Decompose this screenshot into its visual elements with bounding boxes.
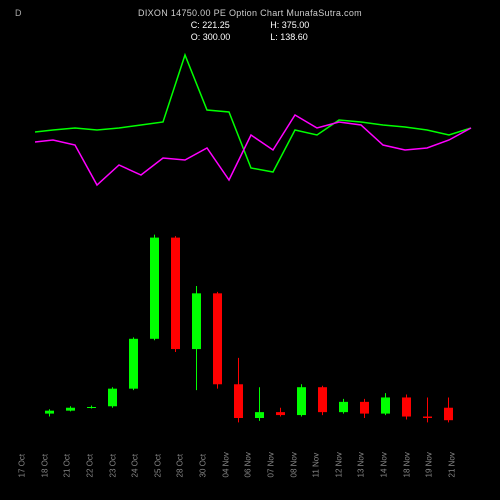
chart-header: DIXON 14750.00 PE Option Chart MunafaSut… (0, 8, 500, 20)
close-row: C: 221.25 (191, 20, 231, 30)
chart-area (35, 50, 475, 450)
l-label: L: (270, 32, 278, 42)
chart-title: DIXON 14750.00 PE Option Chart MunafaSut… (0, 8, 500, 18)
indicator-chart (35, 50, 475, 210)
open-row: O: 300.00 (191, 32, 231, 42)
h-label: H: (270, 20, 279, 30)
x-axis-labels: 17 Oct18 Oct21 Oct22 Oct23 Oct24 Oct25 O… (35, 450, 475, 495)
o-label: O: (191, 32, 201, 42)
high-row: H: 375.00 (270, 20, 309, 30)
ohlc-display: C: 221.25 O: 300.00 H: 375.00 L: 138.60 (0, 20, 500, 42)
candlestick-chart (35, 220, 475, 440)
low-row: L: 138.60 (270, 32, 309, 42)
c-value: 221.25 (202, 20, 230, 30)
c-label: C: (191, 20, 200, 30)
x-axis-label: 21 Nov (447, 468, 492, 478)
ohlc-col-2: H: 375.00 L: 138.60 (270, 20, 309, 42)
h-value: 375.00 (282, 20, 310, 30)
o-value: 300.00 (203, 32, 231, 42)
ohlc-col-1: C: 221.25 O: 300.00 (191, 20, 231, 42)
l-value: 138.60 (280, 32, 308, 42)
